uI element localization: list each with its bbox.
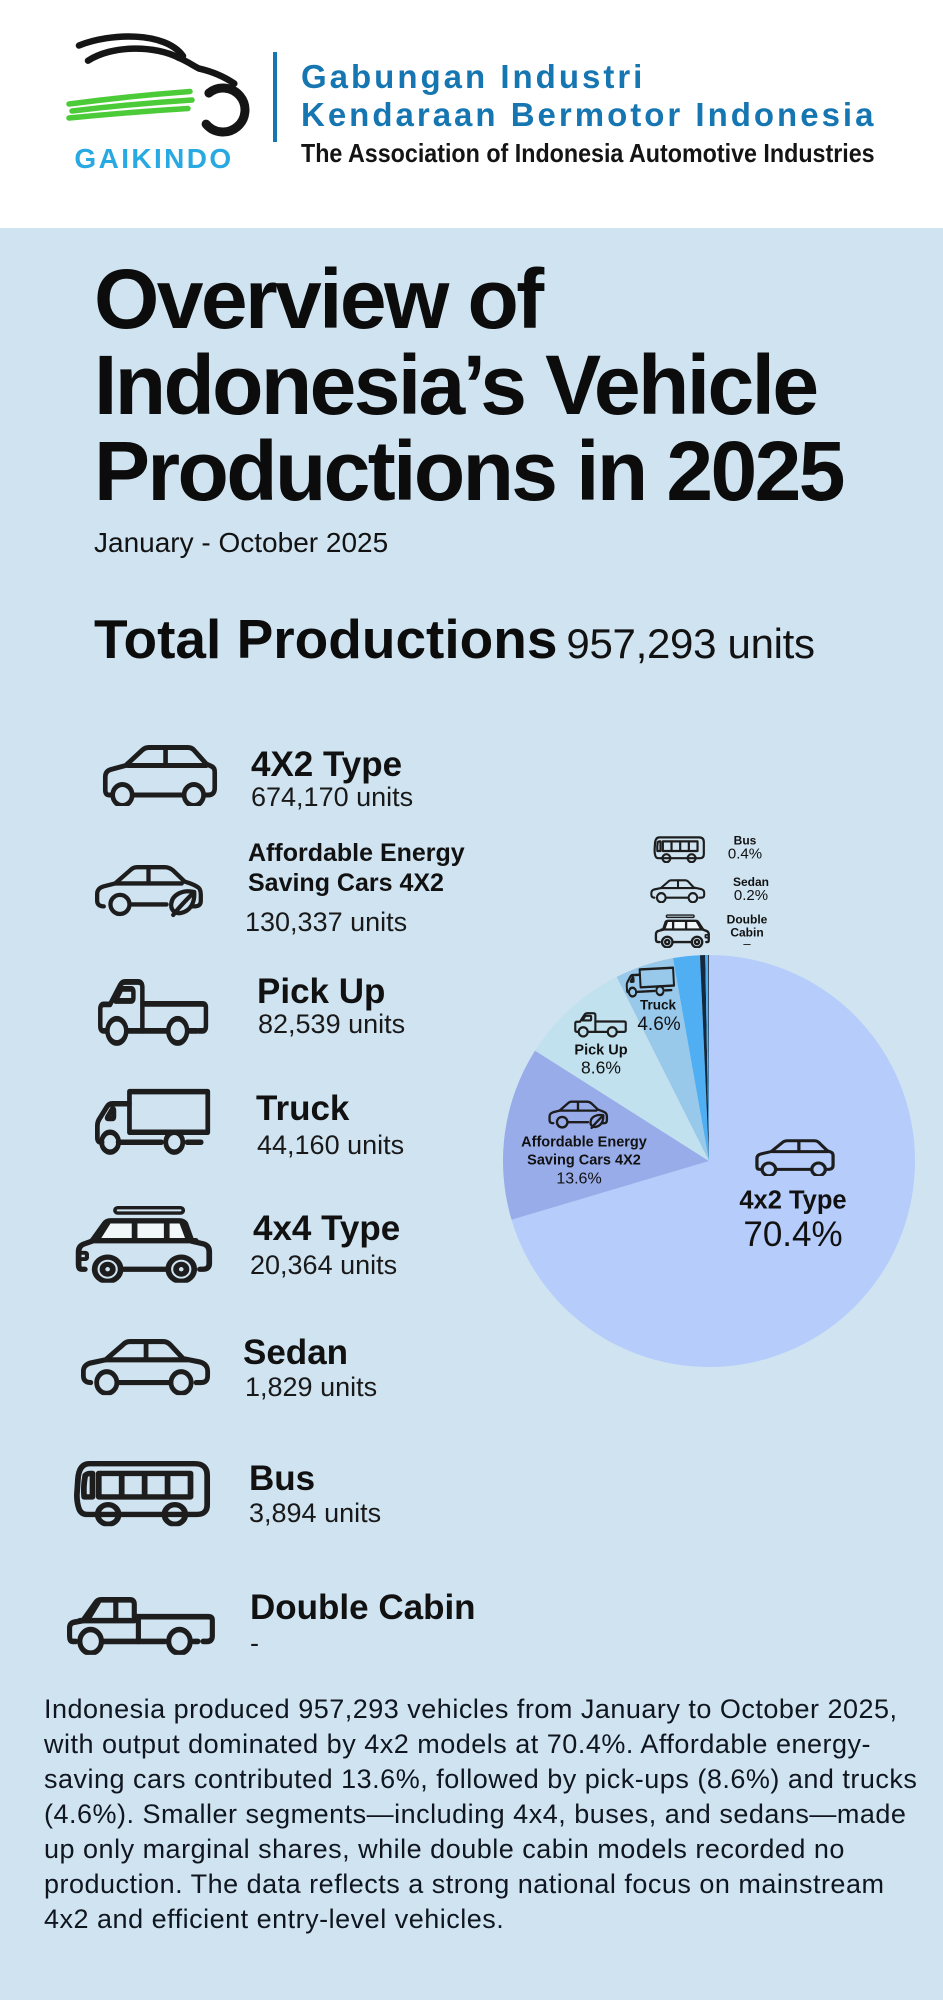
svg-text:8.6%: 8.6% [581, 1058, 621, 1078]
svg-text:4.6%: 4.6% [637, 1014, 680, 1035]
svg-text:Double: Double [727, 913, 768, 927]
svg-text:Bus: Bus [734, 834, 757, 848]
svg-text:Truck: Truck [640, 998, 677, 1013]
svg-text:0.2%: 0.2% [734, 887, 768, 904]
svg-text:13.6%: 13.6% [556, 1171, 601, 1188]
svg-text:Cabin: Cabin [730, 926, 763, 940]
svg-text:Sedan: Sedan [733, 875, 769, 889]
svg-text:70.4%: 70.4% [743, 1215, 842, 1254]
svg-text:4x2 Type: 4x2 Type [739, 1187, 846, 1215]
svg-text:Pick Up: Pick Up [574, 1043, 627, 1059]
svg-text:–: – [743, 936, 751, 951]
svg-text:Saving Cars 4X2: Saving Cars 4X2 [527, 1153, 641, 1169]
svg-text:Affordable Energy: Affordable Energy [521, 1135, 647, 1151]
svg-text:0.4%: 0.4% [728, 846, 762, 863]
